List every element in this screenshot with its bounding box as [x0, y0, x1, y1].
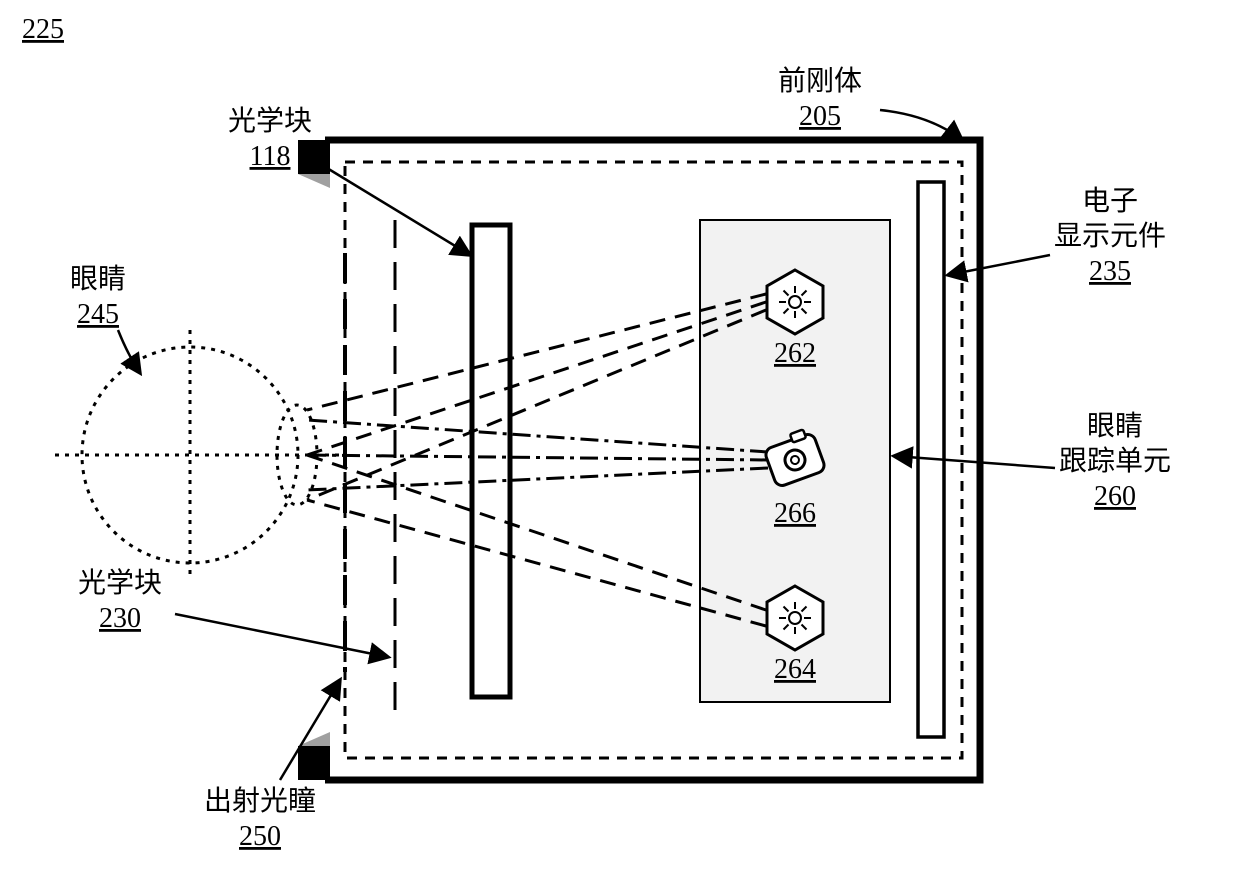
optics-block-lens	[472, 225, 510, 697]
svg-text:230: 230	[99, 603, 141, 634]
emitter-bottom	[767, 586, 823, 650]
svg-text:前刚体: 前刚体	[778, 65, 862, 97]
callout-front-rigid-body: 前刚体 205	[778, 65, 962, 140]
rays-camera	[307, 420, 768, 490]
emitter-bottom-num: 264	[774, 654, 816, 685]
svg-text:出射光瞳: 出射光瞳	[204, 785, 316, 817]
figure-ref: 225	[22, 14, 64, 45]
svg-text:235: 235	[1089, 256, 1131, 287]
svg-text:跟踪单元: 跟踪单元	[1059, 445, 1171, 477]
svg-text:205: 205	[799, 101, 841, 132]
camera-num: 266	[774, 498, 816, 529]
diagram-canvas: 225	[0, 0, 1240, 871]
emitter-top-num: 262	[774, 338, 816, 369]
emitter-top	[767, 270, 823, 334]
svg-text:118: 118	[250, 141, 291, 172]
callout-eye: 眼睛 245	[70, 263, 140, 373]
callout-optics-230: 光学块 230	[78, 567, 388, 657]
rays-emitter-bottom	[307, 455, 766, 626]
svg-text:245: 245	[77, 299, 119, 330]
svg-text:光学块: 光学块	[78, 567, 162, 599]
svg-text:电子: 电子	[1082, 185, 1138, 217]
svg-text:250: 250	[239, 821, 281, 852]
svg-text:眼睛: 眼睛	[1087, 410, 1143, 442]
rays-emitter-top	[307, 294, 766, 500]
svg-text:光学块: 光学块	[228, 105, 312, 137]
eye	[55, 330, 345, 580]
svg-text:眼睛: 眼睛	[70, 263, 126, 295]
callout-optics-118: 光学块 118	[228, 105, 470, 255]
svg-text:显示元件: 显示元件	[1054, 220, 1166, 252]
svg-text:260: 260	[1094, 481, 1136, 512]
